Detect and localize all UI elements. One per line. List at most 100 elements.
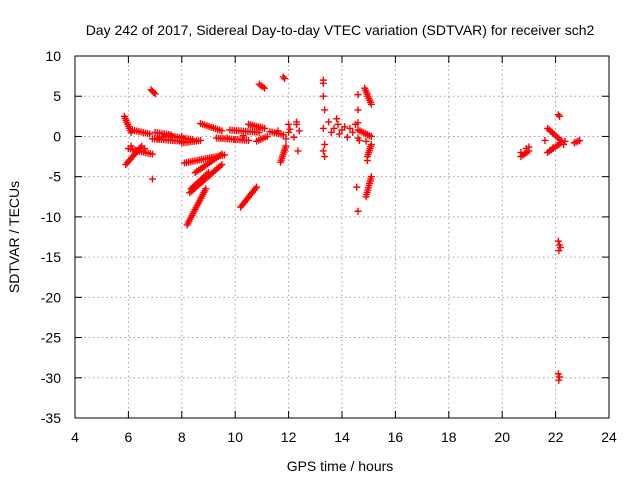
data-point [282,142,290,150]
data-point [148,175,156,183]
data-point [330,124,338,132]
data-point [319,124,327,132]
data-point [286,125,294,133]
data-point [554,237,562,245]
data-point [354,207,362,215]
x-tick-label: 12 [281,429,297,445]
data-point [554,370,562,378]
data-point [335,130,343,138]
data-point [127,142,135,150]
x-tick-label: 20 [494,429,510,445]
data-point [555,376,563,384]
x-tick-label: 18 [441,429,457,445]
data-point [148,150,156,158]
data-point [261,124,269,132]
data-series [120,73,584,384]
data-point [555,247,563,255]
x-tick-label: 16 [388,429,404,445]
data-point [319,147,327,155]
data-point [576,136,584,144]
y-tick-label: -35 [41,410,61,426]
data-point [261,84,269,92]
data-point [362,137,370,145]
data-point [202,185,210,193]
data-point [517,149,525,157]
data-point [367,173,375,181]
x-axis-label: GPS time / hours [287,458,394,474]
data-point [282,135,290,143]
data-point [354,106,362,114]
data-point [353,183,361,191]
data-point [281,75,289,83]
data-point [274,127,282,135]
data-point [333,115,341,123]
data-point [560,140,568,148]
data-point [321,106,329,114]
y-tick-label: -5 [49,169,62,185]
y-tick-label: 10 [45,48,61,64]
y-tick-label: -25 [41,330,61,346]
data-point [367,100,375,108]
x-tick-label: 4 [71,429,79,445]
data-point [293,120,301,128]
x-tick-label: 8 [178,429,186,445]
data-point [549,144,557,152]
data-point [346,124,354,132]
data-point [178,132,186,140]
data-point [221,151,229,159]
data-point [223,134,231,142]
grid [75,56,609,418]
chart-title: Day 242 of 2017, Sidereal Day-to-day VTE… [86,22,595,38]
data-point [525,143,533,151]
y-axis-label: SDTVAR / TECUs [6,181,22,293]
data-point [367,140,375,148]
data-point [354,91,362,99]
y-tick-label: -10 [41,209,61,225]
data-point [231,136,239,144]
data-point [319,79,327,87]
x-tick-label: 6 [125,429,133,445]
x-tick-label: 10 [227,429,243,445]
data-point [541,136,549,144]
data-point [556,373,564,381]
data-point [367,132,375,140]
data-point [205,169,212,177]
data-point [263,132,271,140]
data-point [556,112,564,120]
data-point [159,133,167,141]
data-point [327,128,335,136]
y-tick-label: -15 [41,249,61,265]
data-point [245,136,253,144]
x-tick-label: 14 [334,429,350,445]
data-point [167,132,175,140]
data-point [341,123,349,131]
data-point [203,170,211,178]
data-point [253,183,261,191]
axis-ticks: 4 6 8 10 12 14 16 18 20 22 24 10 5 0 -5 -10 -15 -20 -25 -30… [41,48,617,445]
data-point [294,147,302,155]
data-point [132,147,140,155]
x-tick-label: 24 [601,429,617,445]
data-point [349,128,357,136]
data-point [218,127,226,135]
data-point [321,153,329,161]
data-point [290,133,298,141]
data-point [140,145,148,153]
y-tick-label: -30 [41,370,61,386]
data-point [554,111,562,119]
data-point [343,133,351,141]
data-point [146,130,154,138]
data-point [321,140,329,148]
data-point [151,90,159,98]
data-point [279,73,287,81]
data-point [239,132,247,140]
data-point [279,131,287,139]
data-point [285,128,293,136]
y-tick-label: 5 [53,88,61,104]
data-point [319,92,327,100]
data-point [363,157,371,165]
data-point [196,136,204,144]
data-point [556,243,564,251]
